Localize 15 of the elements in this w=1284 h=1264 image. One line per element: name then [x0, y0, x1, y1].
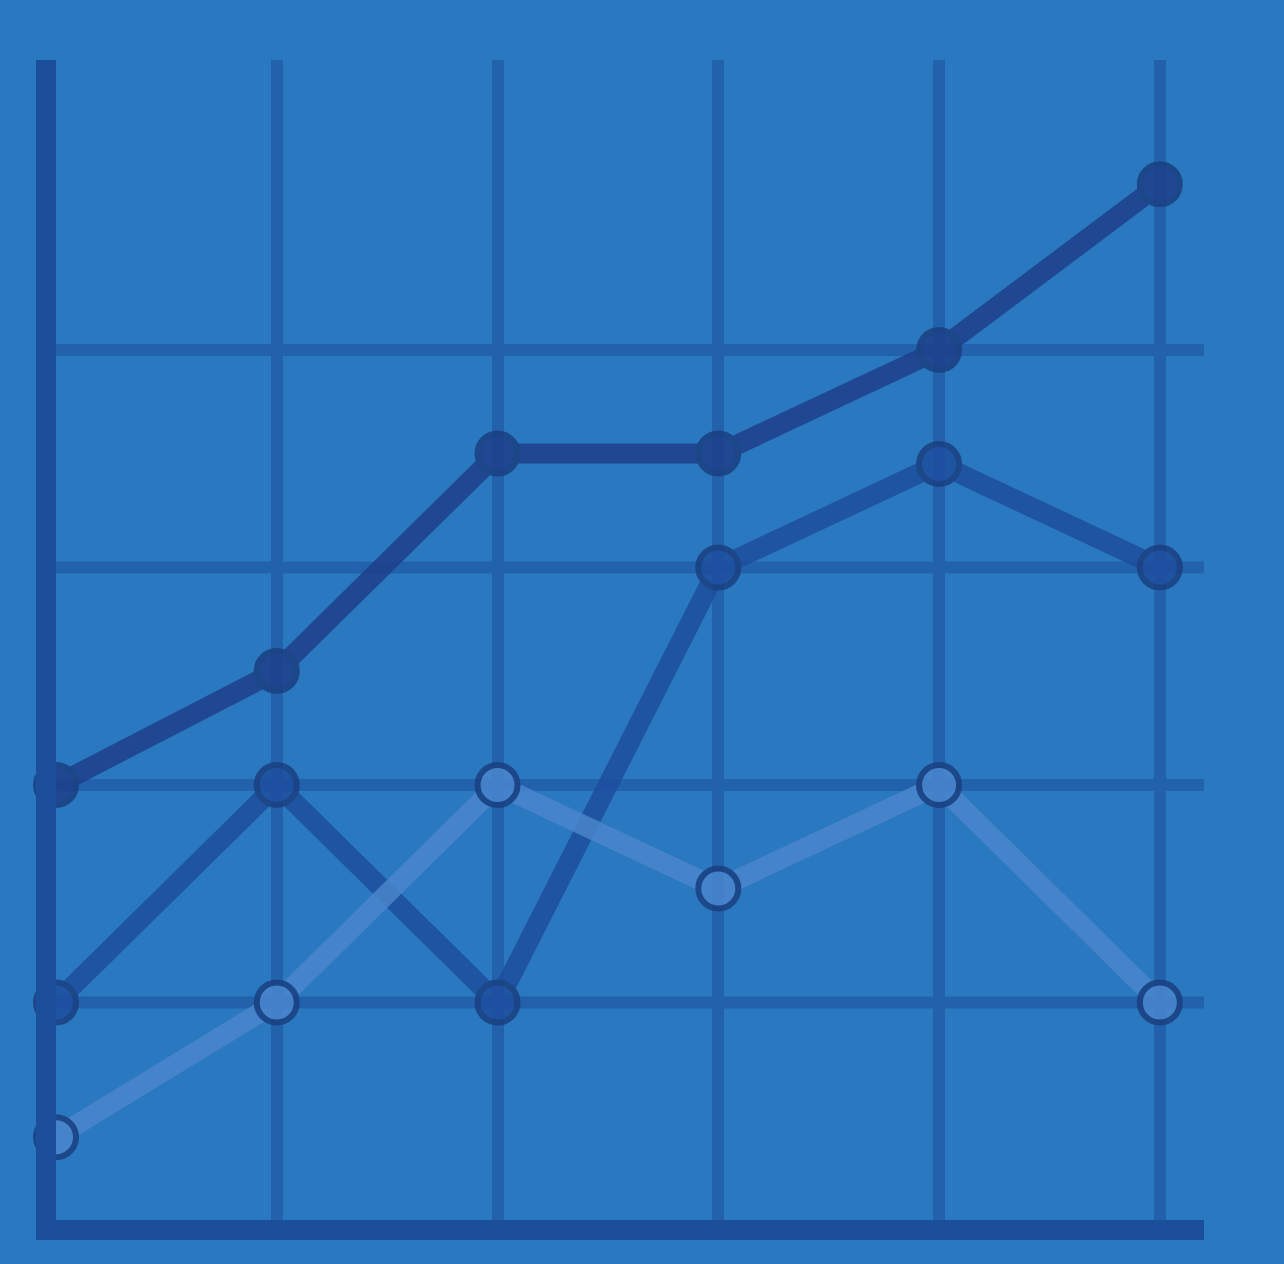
point — [695, 865, 742, 912]
point — [253, 979, 300, 1026]
point — [916, 762, 963, 808]
point — [1136, 161, 1183, 208]
point — [916, 327, 963, 373]
point — [253, 648, 300, 695]
point — [916, 440, 963, 487]
point — [695, 544, 742, 591]
point — [1136, 544, 1183, 591]
point — [474, 430, 521, 477]
point — [1136, 979, 1183, 1026]
point — [474, 979, 521, 1026]
point — [253, 762, 300, 808]
point — [474, 762, 521, 808]
point — [695, 430, 742, 477]
